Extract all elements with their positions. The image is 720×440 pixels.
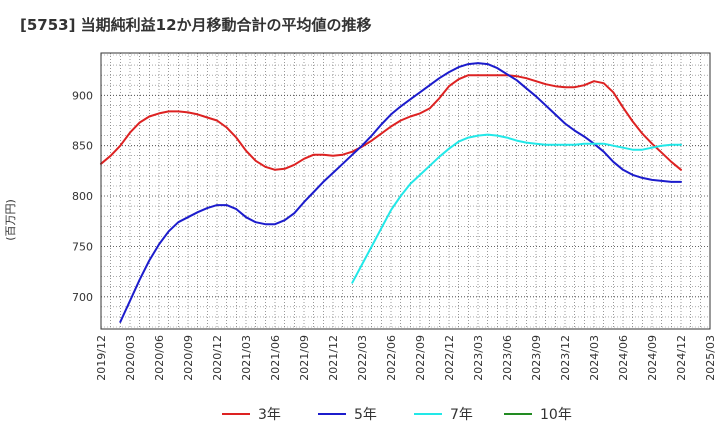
x-tick-label: 2023/12 bbox=[559, 335, 572, 381]
y-tick-label: 800 bbox=[72, 190, 93, 203]
x-tick-label: 2023/09 bbox=[530, 335, 543, 381]
legend: 3年 5年 7年 10年 bbox=[222, 407, 572, 423]
x-tick-label: 2022/06 bbox=[385, 335, 398, 381]
legend-label: 7年 bbox=[450, 407, 473, 423]
y-tick-label: 900 bbox=[72, 89, 93, 102]
x-tick-label: 2023/03 bbox=[472, 335, 485, 381]
series-line-3年 bbox=[100, 74, 682, 171]
legend-label: 3年 bbox=[258, 407, 281, 423]
grid bbox=[101, 53, 710, 329]
legend-label: 10年 bbox=[540, 407, 572, 423]
x-tick-label: 2025/03 bbox=[704, 335, 717, 381]
y-tick-labels: 700 750 800 850 900 bbox=[72, 89, 93, 303]
x-tick-label: 2021/09 bbox=[298, 335, 311, 381]
x-tick-label: 2020/12 bbox=[211, 335, 224, 381]
x-tick-label: 2022/12 bbox=[443, 335, 456, 381]
x-tick-labels: 2019/12 2020/03 2020/06 2020/09 2020/12 2021/… bbox=[95, 335, 717, 381]
plot-frame bbox=[100, 52, 711, 330]
chart-title: [5753] 当期純利益12か月移動合計の平均値の推移 bbox=[20, 16, 372, 34]
x-tick-label: 2024/09 bbox=[646, 335, 659, 381]
x-tick-label: 2022/03 bbox=[356, 335, 369, 381]
x-tick-label: 2019/12 bbox=[95, 335, 108, 381]
series-lines bbox=[100, 62, 682, 323]
x-tick-label: 2024/03 bbox=[588, 335, 601, 381]
x-tick-label: 2021/03 bbox=[240, 335, 253, 381]
series-line-5年 bbox=[119, 62, 682, 323]
x-tick-label: 2020/06 bbox=[153, 335, 166, 381]
legend-label: 5年 bbox=[354, 407, 377, 423]
x-tick-label: 2022/09 bbox=[414, 335, 427, 381]
series-line-7年 bbox=[351, 133, 682, 284]
y-tick-label: 850 bbox=[72, 140, 93, 153]
y-tick-label: 750 bbox=[72, 240, 93, 253]
x-tick-label: 2021/12 bbox=[327, 335, 340, 381]
x-tick-label: 2024/06 bbox=[617, 335, 630, 381]
x-tick-label: 2020/03 bbox=[124, 335, 137, 381]
x-tick-label: 2020/09 bbox=[182, 335, 195, 381]
x-tick-label: 2024/12 bbox=[675, 335, 688, 381]
x-tick-label: 2023/06 bbox=[501, 335, 514, 381]
y-tick-label: 700 bbox=[72, 291, 93, 304]
x-tick-label: 2021/06 bbox=[269, 335, 282, 381]
